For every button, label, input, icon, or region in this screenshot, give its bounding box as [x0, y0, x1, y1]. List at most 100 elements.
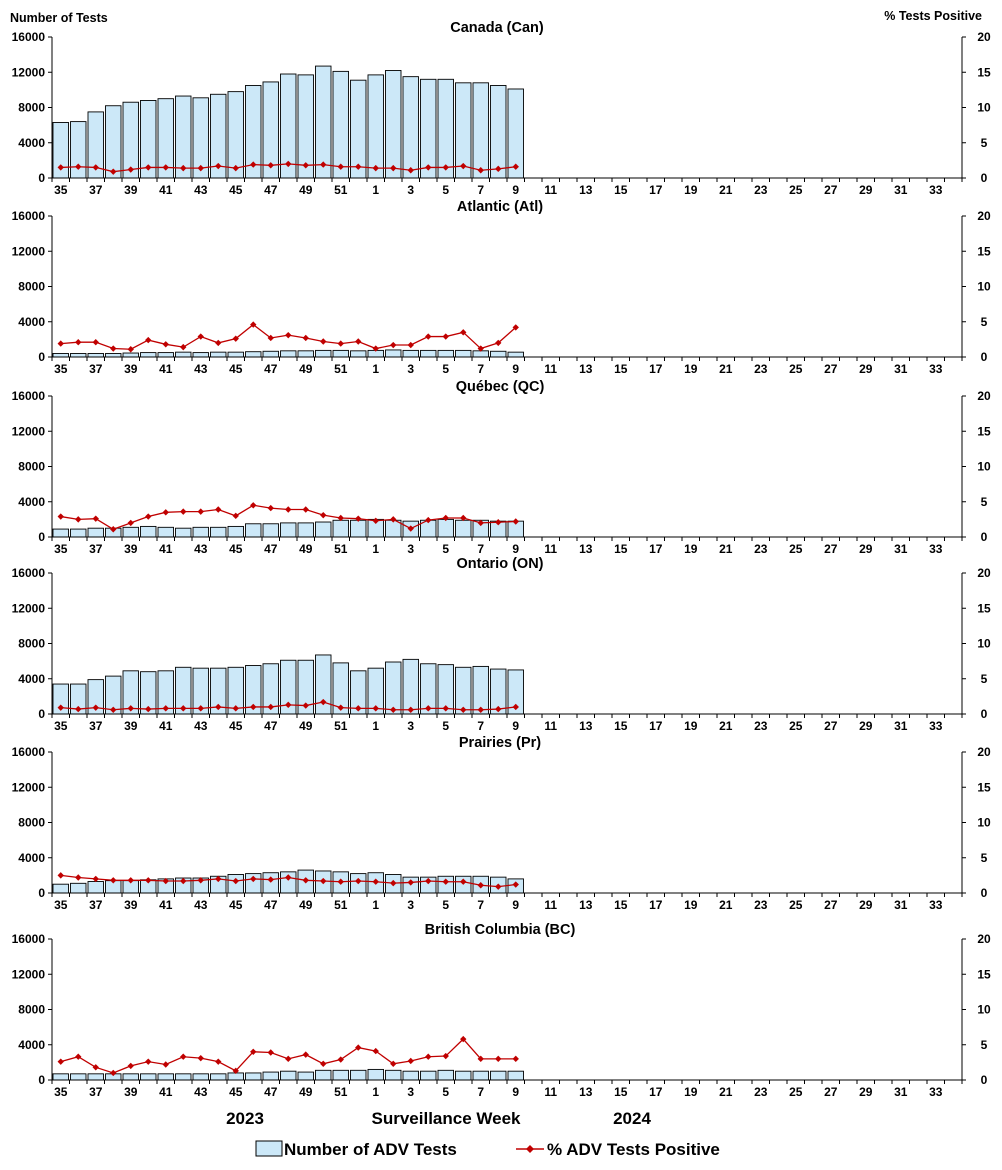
x-tick-label: 3 — [407, 183, 414, 197]
x-tick-label: 21 — [719, 898, 733, 912]
pct-positive-point — [92, 338, 99, 346]
bar — [122, 352, 139, 358]
x-tick-label: 31 — [894, 362, 908, 376]
x-tick-label: 29 — [859, 362, 873, 376]
left-tick-label: 4000 — [18, 672, 45, 686]
left-tick-label: 12000 — [12, 780, 46, 794]
pct-positive-point — [197, 164, 204, 172]
pct-positive-point — [180, 705, 187, 712]
bar — [490, 85, 507, 179]
legend-line-marker — [526, 1145, 534, 1153]
pct-positive-point — [267, 162, 274, 169]
pct-positive-point — [197, 877, 204, 884]
panel-0: Canada (Can)0400080001200016000051015203… — [12, 20, 991, 197]
bar — [122, 1073, 139, 1081]
pct-positive-point — [285, 506, 292, 513]
pct-positive-point — [267, 504, 274, 512]
pct-positive-point — [372, 517, 379, 524]
pct-positive-point — [92, 875, 99, 883]
x-tick-label: 47 — [264, 1085, 278, 1099]
x-tick-label: 19 — [684, 183, 698, 197]
pct-positive-point — [337, 163, 344, 170]
bar — [262, 350, 279, 358]
pct-positive-point — [232, 877, 239, 885]
x-tick-label: 37 — [89, 719, 103, 733]
x-tick-label: 21 — [719, 362, 733, 376]
x-tick-label: 17 — [649, 719, 663, 733]
pct-positive-point — [57, 704, 64, 711]
x-tick-label: 23 — [754, 362, 768, 376]
pct-positive-point — [320, 1060, 327, 1067]
bar — [455, 349, 472, 358]
x-tick-label: 19 — [684, 542, 698, 556]
x-tick-label: 5 — [442, 1085, 449, 1099]
bar — [175, 527, 192, 538]
right-tick-label: 5 — [981, 851, 988, 865]
bar — [472, 1070, 489, 1081]
pct-positive-point — [390, 706, 397, 713]
x-tick-label: 33 — [929, 183, 943, 197]
pct-positive-point — [92, 515, 99, 522]
pct-positive-point — [232, 335, 239, 342]
left-tick-label: 8000 — [18, 101, 45, 115]
pct-positive-point — [110, 706, 117, 713]
chart-panels: Canada (Can)0400080001200016000051015203… — [12, 20, 991, 1099]
bar — [367, 74, 384, 179]
x-tick-label: 15 — [614, 719, 628, 733]
pct-positive-point — [285, 1055, 292, 1063]
x-tick-label: 39 — [124, 362, 138, 376]
x-tick-label: 13 — [579, 542, 593, 556]
right-tick-label: 0 — [981, 886, 988, 900]
right-tick-label: 10 — [977, 816, 991, 830]
x-tick-label: 9 — [512, 362, 519, 376]
pct-positive-point — [232, 1067, 239, 1075]
x-tick-label: 5 — [442, 542, 449, 556]
pct-positive-point — [372, 1047, 379, 1055]
pct-positive-point — [390, 1060, 397, 1067]
bar — [402, 76, 419, 179]
pct-positive-point — [57, 164, 64, 171]
bar — [332, 349, 349, 358]
pct-positive-point — [477, 882, 484, 889]
x-tick-label: 47 — [264, 898, 278, 912]
pct-positive-point — [407, 706, 414, 713]
x-tick-label: 9 — [512, 1085, 519, 1099]
left-tick-label: 4000 — [18, 136, 45, 150]
right-tick-label: 15 — [977, 65, 991, 79]
panel-title: Ontario (ON) — [457, 556, 544, 572]
bar — [157, 1073, 174, 1081]
pct-positive-point — [285, 874, 292, 881]
pct-positive-point — [110, 345, 117, 352]
pct-positive-point — [302, 877, 309, 884]
pct-positive-point — [145, 877, 152, 884]
x-tick-label: 23 — [754, 1085, 768, 1099]
pct-positive-point — [425, 705, 432, 712]
pct-positive-point — [372, 164, 379, 172]
bar — [280, 522, 297, 538]
x-tick-label: 29 — [859, 719, 873, 733]
pct-positive-point — [162, 509, 169, 516]
x-tick-label: 45 — [229, 183, 243, 197]
right-tick-label: 20 — [977, 30, 991, 44]
left-tick-label: 16000 — [12, 932, 46, 946]
x-tick-label: 11 — [544, 542, 557, 556]
pct-positive-point — [425, 516, 432, 524]
bar — [227, 351, 244, 358]
pct-positive-point — [232, 164, 239, 172]
right-tick-label: 5 — [981, 1038, 988, 1052]
pct-positive-point — [512, 163, 519, 170]
x-tick-label: 37 — [89, 362, 103, 376]
x-tick-label: 17 — [649, 362, 663, 376]
x-tick-label: 11 — [544, 1085, 557, 1099]
pct-positive-point — [92, 704, 99, 711]
x-tick-label: 17 — [649, 898, 663, 912]
x-tick-label: 49 — [299, 898, 313, 912]
bar — [262, 1071, 279, 1081]
x-tick-label: 1 — [372, 898, 379, 912]
x-tick-label: 3 — [407, 719, 414, 733]
x-tick-label: 23 — [754, 542, 768, 556]
bar — [402, 349, 419, 358]
x-tick-label: 27 — [824, 542, 838, 556]
x-tick-label: 21 — [719, 719, 733, 733]
pct-positive-point — [267, 876, 274, 883]
